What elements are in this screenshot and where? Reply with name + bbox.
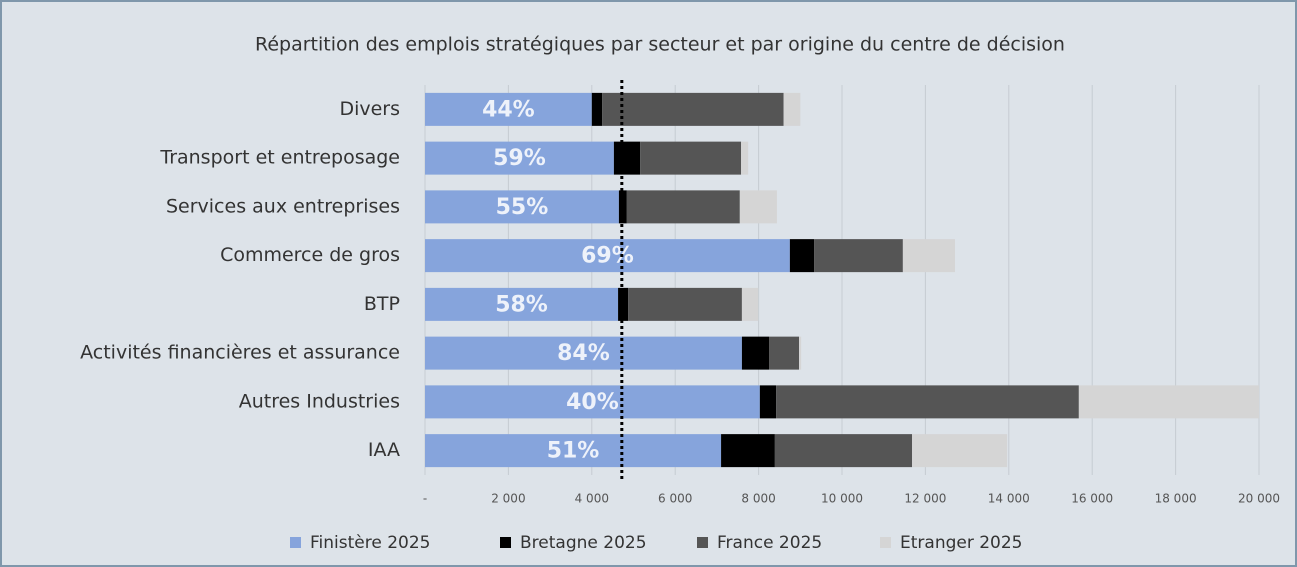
y-tick-label: Services aux entreprises (166, 195, 400, 217)
legend-label: Etranger 2025 (900, 533, 1023, 553)
bar-segment (912, 434, 1008, 468)
bar-segment (814, 239, 903, 273)
x-tick-label: 14 000 (988, 492, 1030, 506)
bar-segment (591, 92, 603, 126)
bar-segment (776, 385, 1079, 419)
bar-segment (741, 336, 770, 370)
bar-segment (425, 287, 619, 321)
x-tick-label: 20 000 (1238, 492, 1280, 506)
bar-segment (425, 190, 619, 224)
legend-label: Bretagne 2025 (520, 533, 647, 553)
bar-segment (774, 434, 913, 468)
share-label: 59% (493, 146, 546, 171)
x-tick-label: 12 000 (904, 492, 946, 506)
bar-segment (783, 92, 801, 126)
y-tick-label: BTP (364, 293, 400, 315)
bar-segment (741, 287, 759, 321)
bar-segment (721, 434, 775, 468)
share-label: 58% (495, 292, 548, 317)
legend-swatch (290, 537, 301, 548)
bar-segment (425, 141, 614, 175)
bar-segment (789, 239, 815, 273)
y-tick-label: Activités financières et assurance (80, 342, 400, 364)
legend-swatch (500, 537, 511, 548)
share-label: 69% (581, 244, 634, 269)
share-label: 40% (566, 390, 619, 415)
chart-title: Répartition des emplois stratégiques par… (255, 34, 1065, 56)
bar-segment (741, 141, 749, 175)
bar-segment (425, 385, 760, 419)
share-label: 55% (496, 195, 549, 220)
y-tick-label: Commerce de gros (220, 244, 400, 266)
x-tick-label: 4 000 (575, 492, 609, 506)
x-tick-label: 10 000 (821, 492, 863, 506)
x-tick-label: 2 000 (491, 492, 525, 506)
bar-segment (613, 141, 641, 175)
x-tick-label: - (423, 492, 427, 506)
y-tick-label: Autres Industries (239, 390, 400, 412)
bar-segment (759, 385, 777, 419)
bar-segment (602, 92, 784, 126)
legend-label: Finistère 2025 (310, 533, 431, 553)
x-tick-label: 8 000 (741, 492, 775, 506)
share-label: 84% (557, 341, 610, 366)
bar-segment (799, 336, 802, 370)
legend-label: France 2025 (717, 533, 822, 553)
x-tick-label: 6 000 (658, 492, 692, 506)
bar-segment (425, 336, 742, 370)
x-tick-label: 18 000 (1155, 492, 1197, 506)
bar-segment (425, 434, 722, 468)
bar-segment (902, 239, 956, 273)
bar-segment (640, 141, 742, 175)
legend-swatch (697, 537, 708, 548)
bar-segment (739, 190, 777, 224)
share-label: 44% (482, 97, 535, 122)
x-tick-label: 16 000 (1071, 492, 1113, 506)
y-tick-label: Divers (339, 98, 400, 120)
share-label: 51% (547, 439, 600, 464)
y-tick-label: Transport et entreposage (159, 147, 400, 169)
bar-segment (628, 287, 742, 321)
bar-segment (769, 336, 800, 370)
bar-segment (1078, 385, 1259, 419)
bar-segment (425, 92, 592, 126)
bar-segment (425, 239, 790, 273)
y-tick-label: IAA (368, 439, 400, 461)
bar-segment (626, 190, 740, 224)
legend-swatch (880, 537, 891, 548)
